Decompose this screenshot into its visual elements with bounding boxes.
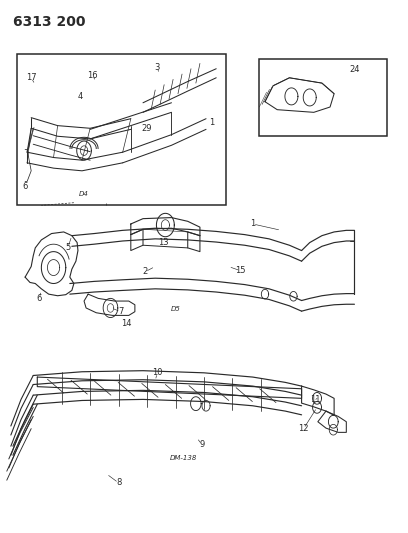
Bar [17, 54, 226, 205]
Text: 13: 13 [158, 238, 169, 247]
Text: 9: 9 [200, 440, 204, 449]
Text: 29: 29 [142, 124, 152, 133]
Text: 17: 17 [26, 73, 36, 82]
Text: DM-138: DM-138 [170, 455, 197, 461]
Text: 12: 12 [298, 424, 309, 433]
Text: 14: 14 [122, 319, 132, 328]
Text: 1: 1 [209, 118, 215, 127]
Bar [259, 59, 387, 136]
Text: 16: 16 [87, 70, 98, 79]
Text: 2: 2 [142, 268, 148, 276]
Text: 6: 6 [37, 294, 42, 303]
Text: D4: D4 [79, 191, 89, 197]
Text: 6313 200: 6313 200 [13, 15, 85, 29]
Text: 4: 4 [78, 92, 82, 101]
Text: 10: 10 [152, 368, 162, 377]
Text: 8: 8 [116, 478, 121, 487]
Text: 5: 5 [65, 244, 71, 253]
Text: D5: D5 [171, 306, 180, 312]
Text: 7: 7 [118, 307, 123, 316]
Text: 6: 6 [22, 182, 28, 191]
Text: 11: 11 [310, 395, 321, 404]
Text: 1: 1 [250, 220, 255, 229]
Text: 3: 3 [155, 63, 160, 71]
Text: 24: 24 [349, 66, 360, 74]
Text: 15: 15 [235, 266, 246, 275]
